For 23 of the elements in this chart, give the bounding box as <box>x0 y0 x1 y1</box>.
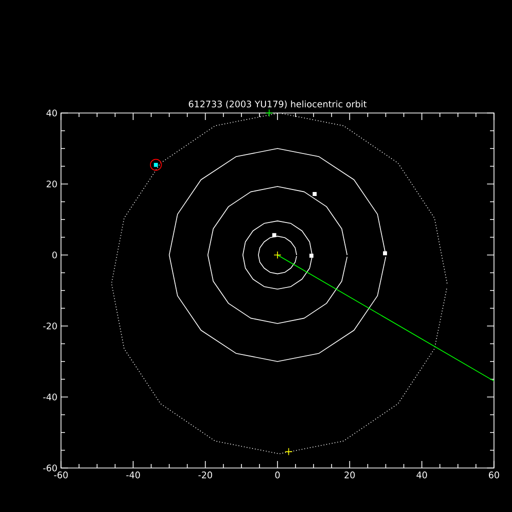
y-tick-label: -40 <box>43 394 57 400</box>
y-tick-label: 0 <box>52 252 57 258</box>
point <box>265 109 274 117</box>
x-tick-label: -40 <box>126 472 140 478</box>
point <box>272 233 276 238</box>
x-tick-label: 40 <box>416 472 427 478</box>
point <box>383 251 388 256</box>
chart-title: 612733 (2003 YU179) heliocentric orbit <box>188 100 367 108</box>
y-tick-label: 20 <box>46 180 57 188</box>
y-tick-label: -60 <box>43 464 57 472</box>
line-series <box>207 186 348 324</box>
x-tick-label: 60 <box>488 472 500 478</box>
y-tick-label: 40 <box>46 110 57 116</box>
x-tick-label: 0 <box>275 472 280 478</box>
point <box>274 251 282 259</box>
point <box>284 448 293 456</box>
point <box>150 158 162 171</box>
y-tick-label: -20 <box>43 322 57 330</box>
x-tick-label: -20 <box>198 472 212 478</box>
point <box>312 192 317 196</box>
x-tick-label: -60 <box>54 472 68 478</box>
point <box>309 254 314 258</box>
x-tick-label: 20 <box>344 472 355 478</box>
